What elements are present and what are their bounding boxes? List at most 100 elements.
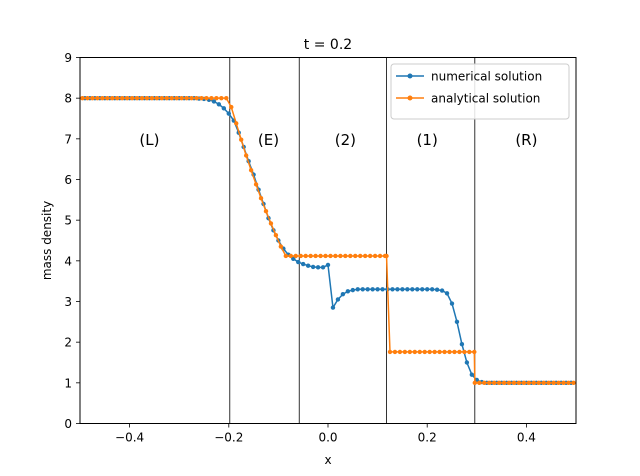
data-point — [432, 349, 437, 355]
data-point — [464, 360, 470, 365]
data-point — [449, 301, 455, 306]
data-point — [472, 349, 477, 355]
data-point — [318, 253, 323, 259]
series-layer — [80, 95, 576, 386]
data-point — [229, 104, 234, 110]
data-point — [313, 253, 318, 259]
data-point — [219, 95, 224, 101]
region-labels: (L) (E) (2) (1) (R) — [139, 131, 537, 149]
data-point — [194, 95, 199, 101]
data-point — [429, 287, 435, 292]
data-point — [149, 95, 155, 101]
data-point — [291, 256, 296, 261]
data-point — [442, 349, 447, 355]
x-axis-label: x — [324, 453, 331, 467]
data-point — [407, 349, 413, 355]
data-point — [330, 305, 336, 310]
x-tick-label: 0.0 — [318, 431, 337, 445]
y-tick-label: 7 — [64, 132, 72, 146]
data-point — [402, 349, 408, 355]
data-point — [390, 287, 395, 292]
data-point — [405, 287, 410, 292]
data-point — [516, 380, 522, 386]
data-point — [224, 95, 229, 101]
data-point — [444, 291, 450, 296]
data-point — [273, 233, 279, 238]
data-point — [571, 380, 576, 386]
data-point — [422, 349, 427, 355]
data-point — [491, 380, 497, 386]
series-2 — [80, 95, 576, 386]
data-point — [95, 95, 100, 101]
legend-label: analytical solution — [431, 92, 540, 106]
x-tick-label: 0.4 — [517, 431, 536, 445]
data-point — [380, 287, 385, 292]
data-point — [501, 380, 507, 386]
data-point — [541, 380, 546, 386]
data-point — [248, 167, 254, 173]
region-label: (L) — [139, 131, 159, 149]
data-point — [340, 291, 346, 297]
data-point — [110, 95, 115, 101]
data-point — [427, 349, 432, 355]
data-point — [253, 182, 259, 187]
legend-swatch-marker — [407, 73, 413, 79]
data-point — [221, 106, 227, 111]
data-point — [367, 253, 373, 259]
data-point — [288, 253, 293, 259]
data-point — [308, 253, 313, 259]
data-point — [425, 287, 430, 292]
data-point — [159, 95, 165, 101]
data-point — [204, 95, 209, 101]
data-point — [511, 380, 517, 386]
data-point — [320, 265, 326, 270]
y-axis-label: mass density — [40, 201, 54, 280]
data-point — [303, 253, 308, 259]
data-point — [310, 264, 316, 270]
data-point — [239, 137, 244, 142]
data-point — [323, 253, 328, 259]
data-point — [472, 380, 478, 386]
data-point — [412, 349, 417, 355]
data-point — [345, 289, 351, 294]
data-point — [315, 265, 321, 270]
region-label: (E) — [258, 131, 279, 149]
data-point — [360, 287, 365, 292]
y-tick-label: 8 — [64, 92, 72, 106]
data-point — [457, 349, 462, 355]
data-point — [415, 287, 420, 292]
data-point — [268, 221, 274, 226]
data-point — [348, 253, 353, 259]
x-tick-label: 0.2 — [418, 431, 437, 445]
y-tick-label: 2 — [64, 336, 72, 350]
y-tick-label: 9 — [64, 51, 72, 65]
data-point — [119, 95, 125, 101]
data-point — [561, 380, 566, 386]
legend-entry-2: analytical solution — [396, 92, 540, 106]
data-point — [298, 253, 303, 259]
data-point — [477, 380, 482, 386]
data-point — [551, 380, 556, 386]
data-point — [556, 380, 561, 386]
data-point — [214, 95, 219, 101]
data-point — [350, 287, 355, 293]
data-point — [293, 253, 298, 259]
data-point — [258, 196, 264, 201]
data-point — [209, 95, 214, 101]
data-point — [454, 319, 460, 325]
data-point — [400, 287, 405, 292]
data-point — [278, 244, 284, 249]
data-point — [85, 95, 90, 101]
y-tick-label: 3 — [64, 295, 72, 309]
data-point — [566, 380, 571, 386]
data-point — [169, 95, 174, 101]
data-point — [263, 209, 269, 214]
data-point — [521, 380, 527, 386]
data-point — [462, 349, 467, 355]
legend-label: numerical solution — [431, 70, 542, 84]
data-point — [305, 263, 311, 268]
y-tick-label: 6 — [64, 173, 72, 187]
data-point — [301, 261, 306, 267]
data-point — [365, 287, 370, 292]
